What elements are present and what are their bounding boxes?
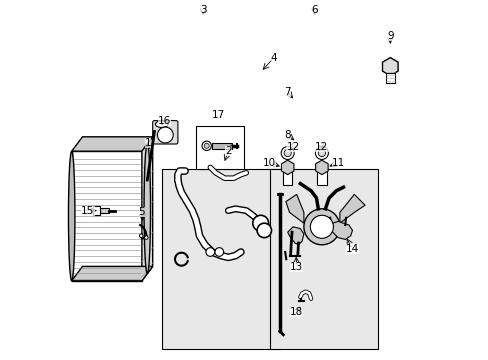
Text: 8: 8 [284,130,290,140]
FancyBboxPatch shape [152,121,178,144]
Text: 16: 16 [158,116,171,126]
Text: 13: 13 [289,262,303,272]
Polygon shape [142,137,152,281]
Bar [101,208,109,213]
Text: 11: 11 [331,158,345,168]
Bar [196,126,244,169]
Ellipse shape [68,151,75,281]
Circle shape [257,223,271,238]
Circle shape [252,215,268,231]
Polygon shape [72,151,142,281]
Text: 3: 3 [200,5,206,15]
Bar [269,169,377,349]
Bar [212,143,231,149]
Ellipse shape [144,144,150,274]
Circle shape [204,143,209,148]
Bar [283,171,292,185]
Circle shape [157,127,173,143]
Circle shape [139,234,142,238]
Circle shape [215,248,223,256]
Text: 18: 18 [289,307,303,317]
Bar [385,73,394,83]
Circle shape [205,248,214,256]
Text: 17: 17 [211,110,225,120]
Circle shape [202,141,211,150]
Circle shape [315,147,328,159]
Polygon shape [72,137,152,151]
Text: 6: 6 [311,5,317,15]
Circle shape [310,215,333,238]
Text: 12: 12 [286,142,299,152]
Circle shape [281,147,294,159]
Circle shape [284,149,291,157]
Text: 14: 14 [345,244,358,254]
Bar [162,169,280,349]
Text: 4: 4 [270,53,277,63]
Circle shape [318,149,325,157]
Polygon shape [72,266,152,281]
Text: 1: 1 [144,138,151,148]
Circle shape [303,209,339,245]
Text: 5: 5 [138,207,145,217]
Text: 9: 9 [386,31,393,41]
Polygon shape [326,221,352,239]
Text: 12: 12 [315,142,328,152]
Bar [317,171,326,185]
Polygon shape [339,194,365,223]
Text: 2: 2 [224,146,231,156]
Text: 15: 15 [81,206,94,216]
Polygon shape [285,194,303,223]
Polygon shape [287,227,303,245]
Bar [93,206,101,215]
Ellipse shape [155,121,168,127]
Text: 7: 7 [284,87,290,97]
Text: 10: 10 [263,158,276,168]
Circle shape [144,236,148,239]
